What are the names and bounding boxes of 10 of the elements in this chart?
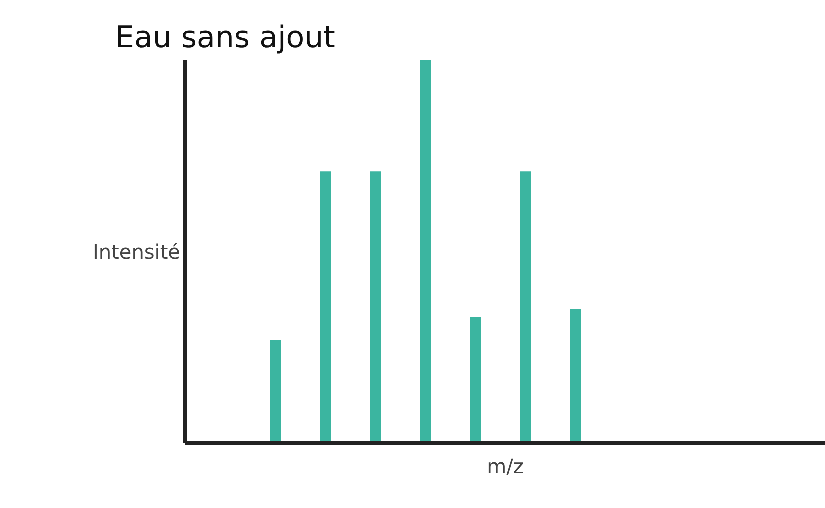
bar bbox=[520, 172, 531, 444]
bar bbox=[570, 309, 581, 444]
bar bbox=[470, 317, 481, 444]
y-axis-title: Intensité bbox=[92, 240, 181, 264]
bar bbox=[370, 172, 381, 444]
bar bbox=[320, 172, 331, 444]
bar bbox=[270, 340, 281, 444]
chart-title: Eau sans ajout bbox=[116, 20, 336, 56]
bar bbox=[420, 60, 431, 444]
x-axis-title: m/z bbox=[487, 454, 524, 478]
